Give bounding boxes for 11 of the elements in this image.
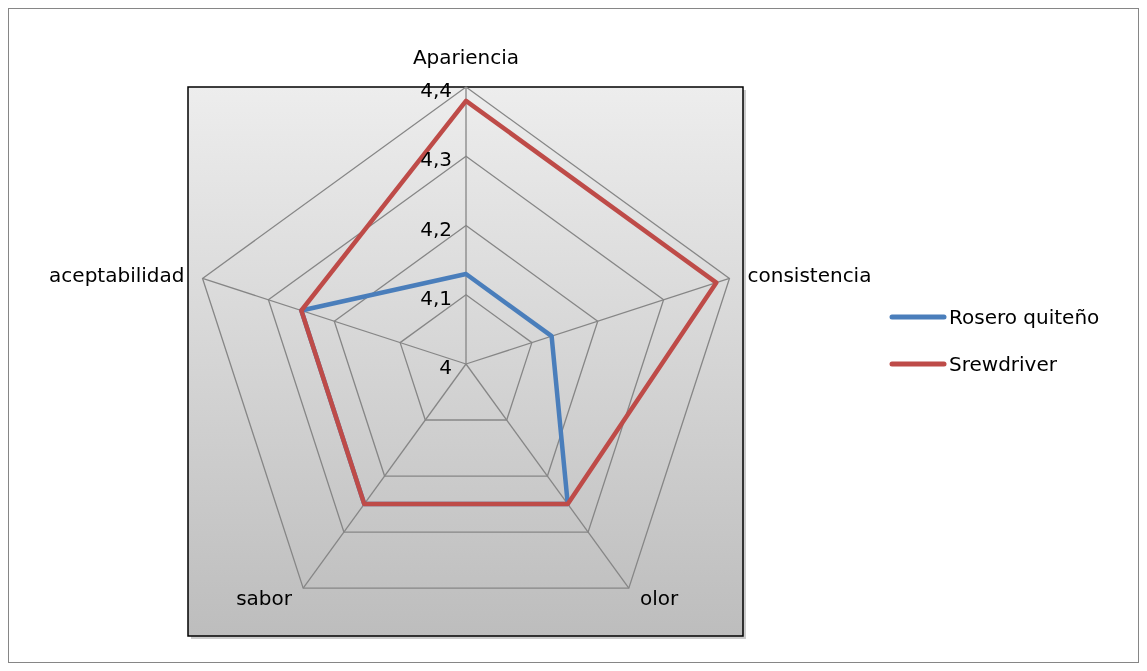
legend-label: Rosero quiteño <box>949 304 1100 329</box>
y-tick-label: 4,3 <box>420 147 452 172</box>
y-tick-label: 4 <box>439 355 452 379</box>
y-tick-label: 4,2 <box>420 216 452 241</box>
spoke-label: olor <box>639 585 680 610</box>
y-tick-label: 4,1 <box>420 285 452 310</box>
legend-label: Srewdriver <box>949 351 1057 376</box>
spoke-label: sabor <box>236 585 293 610</box>
spoke-label: Apariencia <box>412 45 520 69</box>
spoke-label: aceptabilidad <box>49 262 185 287</box>
spoke-label: consistencia <box>747 262 872 287</box>
